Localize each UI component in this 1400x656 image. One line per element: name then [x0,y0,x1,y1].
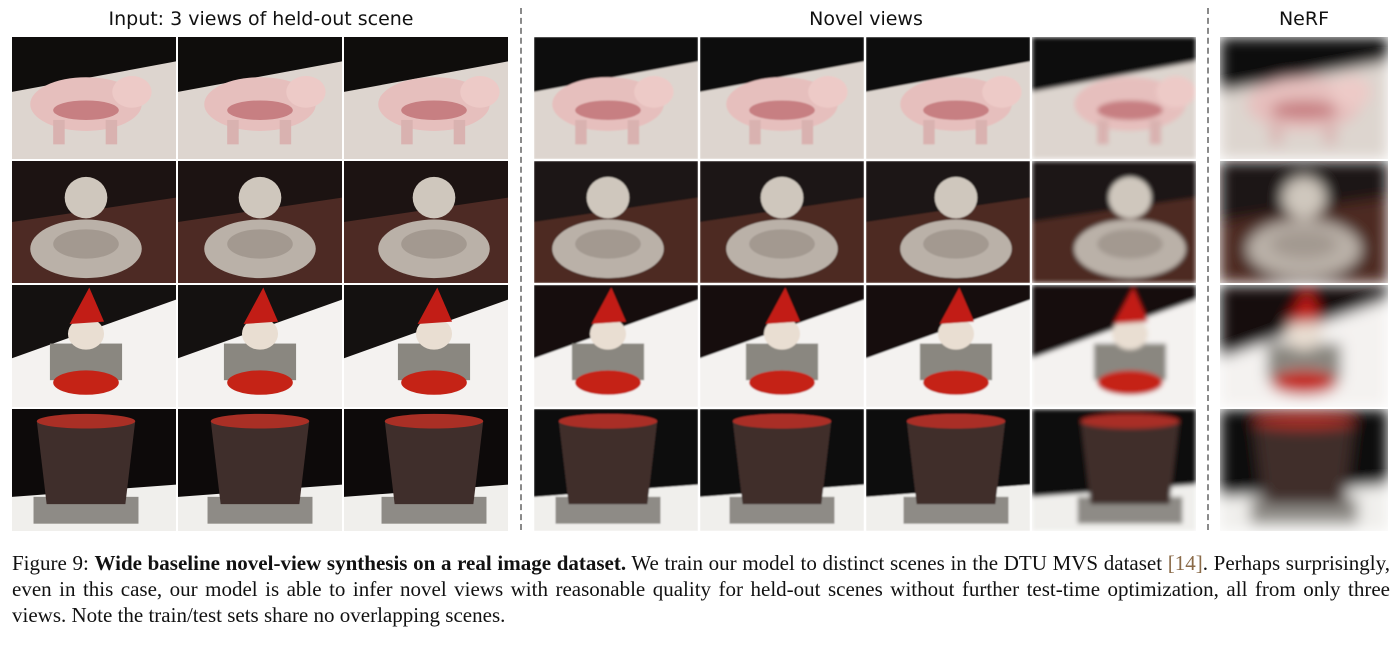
caption-title: Wide baseline novel-view synthesis on a … [94,551,627,575]
input-view-gnome-3 [344,285,508,407]
header-input: Input: 3 views of held-out scene [108,8,414,30]
novel-view-gnome-2 [700,285,864,407]
separator-right [1207,8,1209,530]
novel-view-gnome-4 [1032,285,1196,407]
novel-view-pig-2 [700,37,864,159]
nerf-view-cup [1220,409,1388,531]
caption-label: Figure 9: [12,551,89,575]
novel-view-buddha-2 [700,161,864,283]
input-view-cup-1 [12,409,176,531]
novel-view-pig-4 [1032,37,1196,159]
novel-view-cup-2 [700,409,864,531]
novel-view-cup-1 [534,409,698,531]
novel-view-buddha-4 [1032,161,1196,283]
input-view-cup-2 [178,409,342,531]
nerf-view-buddha [1220,161,1388,283]
separator-left [520,8,522,530]
caption-text-2: . Perhaps surprisingly, even in this cas… [12,551,1391,627]
novel-view-pig-1 [534,37,698,159]
novel-view-buddha-1 [534,161,698,283]
input-view-gnome-2 [178,285,342,407]
input-view-buddha-2 [178,161,342,283]
novel-view-gnome-1 [534,285,698,407]
nerf-view-gnome [1220,285,1388,407]
header-nerf: NeRF [1278,8,1330,30]
caption-citation[interactable]: [14] [1167,551,1203,575]
nerf-view-pig [1220,37,1388,159]
input-view-buddha-1 [12,161,176,283]
novel-view-buddha-3 [866,161,1030,283]
input-view-pig-1 [12,37,176,159]
header-novel-views: Novel views [809,8,923,30]
input-view-cup-3 [344,409,508,531]
input-view-buddha-3 [344,161,508,283]
figure-caption: Figure 9: Wide baseline novel-view synth… [12,550,1390,628]
caption-text-1: We train our model to distinct scenes in… [631,551,1163,575]
novel-view-gnome-3 [866,285,1030,407]
input-view-pig-2 [178,37,342,159]
input-view-gnome-1 [12,285,176,407]
input-view-pig-3 [344,37,508,159]
novel-view-pig-3 [866,37,1030,159]
novel-view-cup-4 [1032,409,1196,531]
novel-view-cup-3 [866,409,1030,531]
